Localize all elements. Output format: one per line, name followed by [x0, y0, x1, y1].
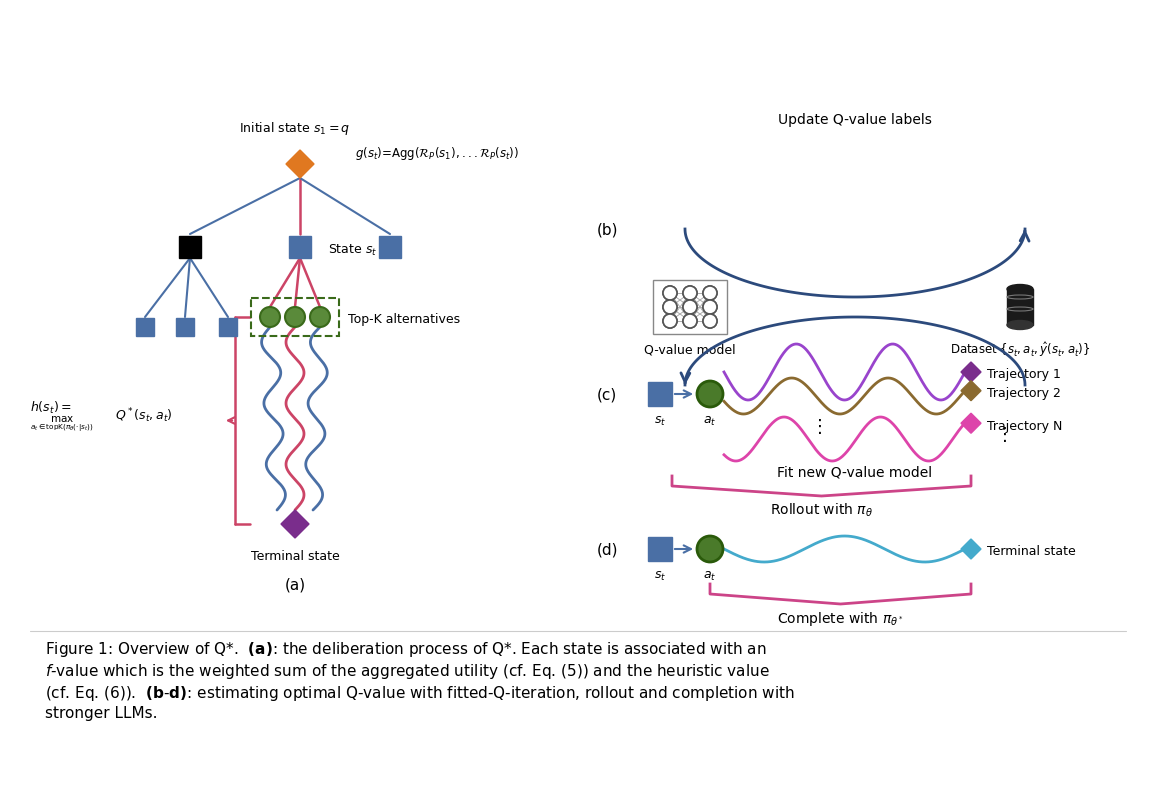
Text: Terminal state: Terminal state: [987, 544, 1076, 558]
Text: (cf. Eq. (6)).  $\mathbf{(b\text{-}d)}$: estimating optimal Q-value with fitted-: (cf. Eq. (6)). $\mathbf{(b\text{-}d)}$: …: [45, 683, 795, 702]
FancyBboxPatch shape: [653, 281, 727, 335]
Text: $s_t$: $s_t$: [654, 569, 666, 582]
Circle shape: [697, 381, 722, 407]
Circle shape: [703, 300, 717, 315]
Circle shape: [703, 315, 717, 328]
Bar: [289, 237, 311, 259]
Circle shape: [703, 287, 717, 300]
Polygon shape: [286, 151, 314, 179]
Bar: [1007, 290, 1033, 325]
Text: Rollout with $\pi_\theta$: Rollout with $\pi_\theta$: [770, 501, 873, 519]
Text: stronger LLMs.: stronger LLMs.: [45, 705, 157, 720]
Bar: [218, 319, 237, 336]
Text: Update Q-value labels: Update Q-value labels: [778, 113, 932, 127]
Text: Dataset $\{s_t, a_t, \hat{y}(s_t, a_t)\}$: Dataset $\{s_t, a_t, \hat{y}(s_t, a_t)\}…: [950, 340, 1090, 358]
Circle shape: [697, 536, 722, 562]
Ellipse shape: [1007, 285, 1033, 294]
Text: Terminal state: Terminal state: [251, 549, 340, 562]
Text: (c): (c): [596, 387, 617, 402]
Bar: [649, 537, 672, 561]
Circle shape: [664, 300, 677, 315]
Text: $s_t$: $s_t$: [654, 414, 666, 427]
Text: (a): (a): [284, 577, 305, 593]
Text: ⋮: ⋮: [812, 418, 829, 435]
Text: $\underset{a_t\in\mathrm{topK}(\pi_\theta(\cdot|s_t))}{\max}$: $\underset{a_t\in\mathrm{topK}(\pi_\thet…: [30, 414, 94, 434]
Text: $h(s_t)=$: $h(s_t)=$: [30, 399, 72, 415]
Circle shape: [664, 287, 677, 300]
Text: Figure 1: Overview of Q*.  $\mathbf{(a)}$: the deliberation process of Q*. Each : Figure 1: Overview of Q*. $\mathbf{(a)}$…: [45, 639, 766, 658]
Polygon shape: [961, 414, 981, 434]
Circle shape: [664, 287, 677, 300]
Circle shape: [664, 315, 677, 328]
Circle shape: [664, 315, 677, 328]
Circle shape: [683, 300, 697, 315]
Text: Initial state $s_1 = q$: Initial state $s_1 = q$: [239, 120, 350, 137]
Polygon shape: [961, 540, 981, 560]
Text: $a_t$: $a_t$: [703, 414, 717, 427]
Text: Trajectory 1: Trajectory 1: [987, 368, 1061, 381]
Polygon shape: [281, 511, 309, 538]
Bar: [379, 237, 401, 259]
Circle shape: [683, 300, 697, 315]
Circle shape: [703, 300, 717, 315]
Circle shape: [683, 287, 697, 300]
Bar: [176, 319, 194, 336]
Text: Complete with $\pi_{\theta^*}$: Complete with $\pi_{\theta^*}$: [777, 609, 904, 627]
Circle shape: [683, 287, 697, 300]
Text: $f$-value which is the weighted sum of the aggregated utility (cf. Eq. (5)) and : $f$-value which is the weighted sum of t…: [45, 661, 770, 680]
Text: State $s_t$: State $s_t$: [328, 243, 377, 257]
Circle shape: [664, 300, 677, 315]
Text: Top-K alternatives: Top-K alternatives: [348, 313, 460, 326]
Ellipse shape: [1007, 321, 1033, 330]
Bar: [179, 237, 201, 259]
Text: $Q^*(s_t, a_t)$: $Q^*(s_t, a_t)$: [114, 406, 172, 424]
Circle shape: [286, 308, 305, 328]
Text: Trajectory 2: Trajectory 2: [987, 387, 1061, 400]
Circle shape: [683, 315, 697, 328]
Text: (d): (d): [596, 542, 618, 556]
Circle shape: [310, 308, 329, 328]
Bar: [136, 319, 154, 336]
Polygon shape: [961, 362, 981, 382]
Circle shape: [683, 315, 697, 328]
Bar: [649, 382, 672, 406]
Text: Trajectory N: Trajectory N: [987, 419, 1062, 432]
Text: $g(s_t)$=Agg($\mathcal{R}_P(s_1), ...\mathcal{R}_P(s_t)$): $g(s_t)$=Agg($\mathcal{R}_P(s_1), ...\ma…: [355, 145, 519, 161]
Circle shape: [703, 315, 717, 328]
Text: Fit new Q-value model: Fit new Q-value model: [778, 466, 933, 479]
Polygon shape: [961, 381, 981, 402]
Circle shape: [260, 308, 280, 328]
Text: ⋮: ⋮: [996, 426, 1014, 443]
Text: $a_t$: $a_t$: [703, 569, 717, 582]
Circle shape: [703, 287, 717, 300]
Text: Q-value model: Q-value model: [644, 344, 736, 357]
Text: (b): (b): [596, 222, 618, 237]
